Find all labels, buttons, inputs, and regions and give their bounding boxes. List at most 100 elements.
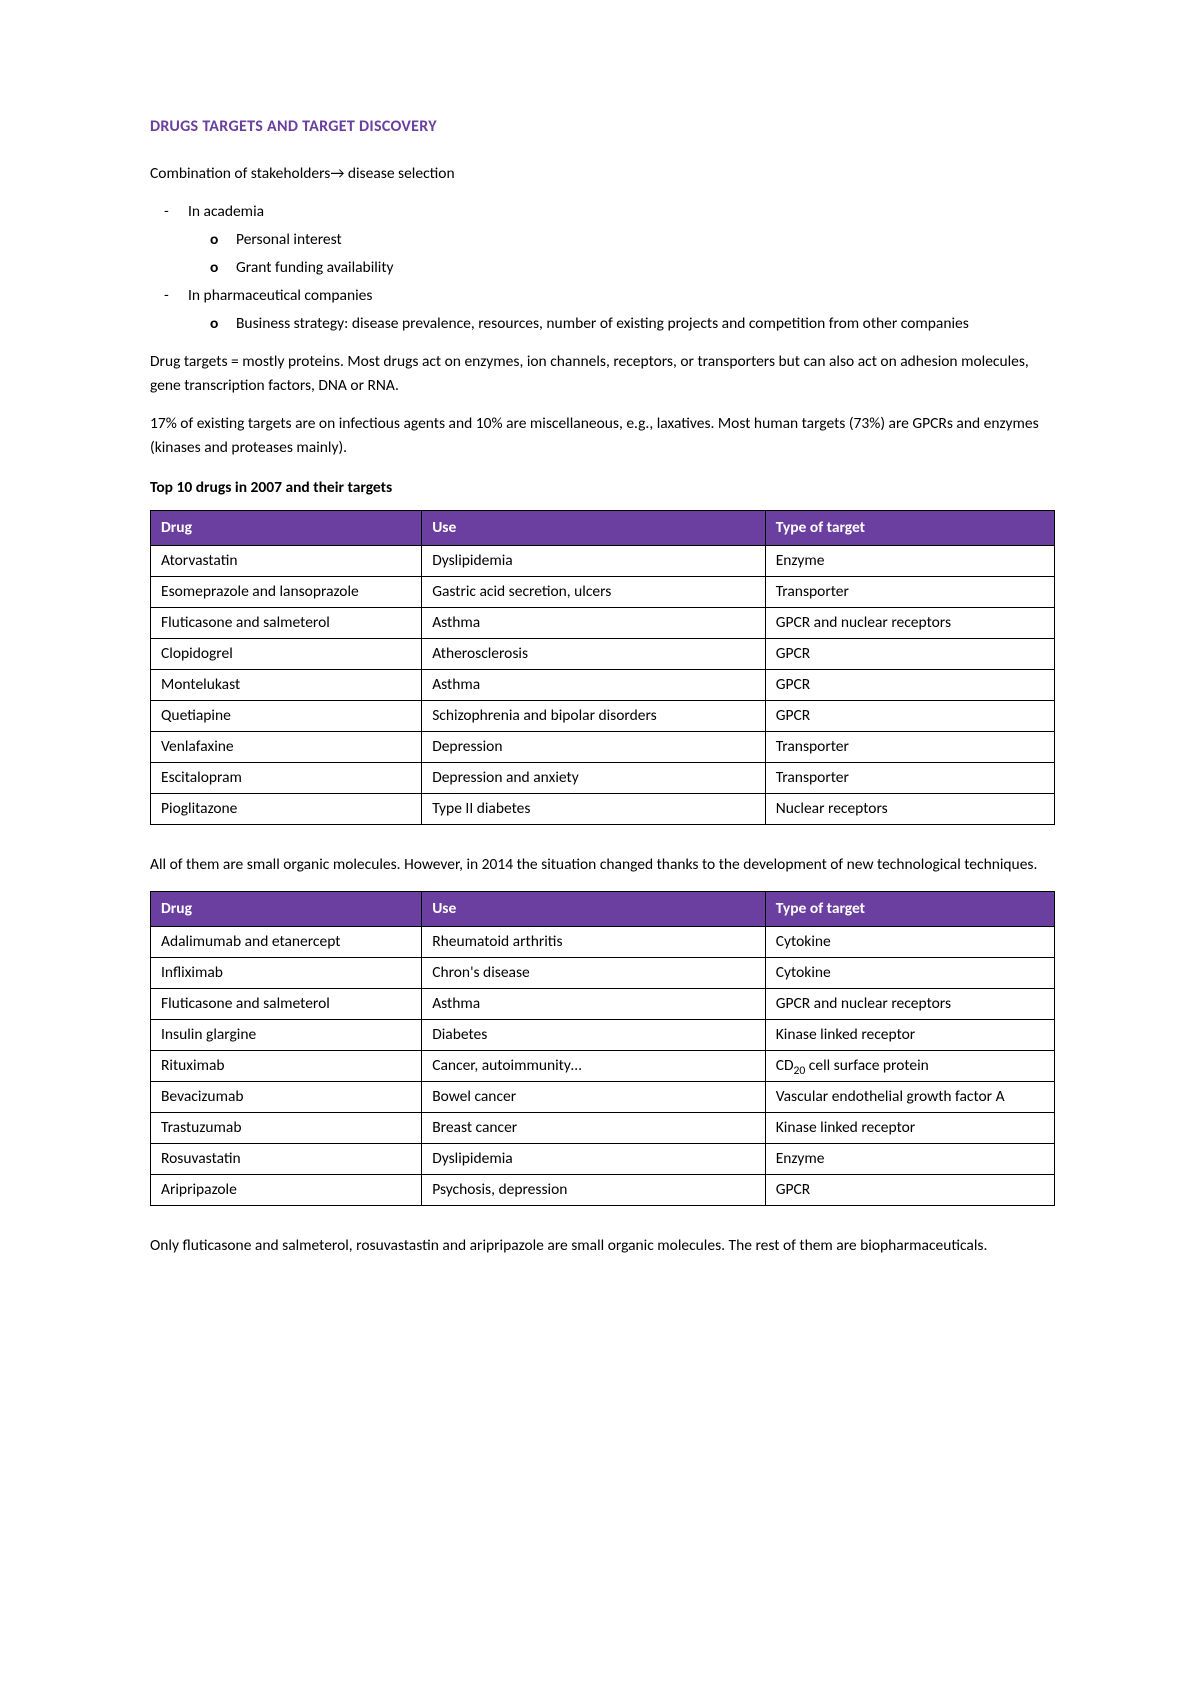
cell-use: Breast cancer bbox=[422, 1113, 766, 1144]
table-row: VenlafaxineDepressionTransporter bbox=[151, 732, 1055, 763]
table-row: MontelukastAsthmaGPCR bbox=[151, 670, 1055, 701]
cell-use: Depression bbox=[422, 732, 766, 763]
cell-target: Transporter bbox=[765, 732, 1054, 763]
cell-drug: Esomeprazole and lansoprazole bbox=[151, 577, 422, 608]
col-use: Use bbox=[422, 510, 766, 545]
cell-target: CD20 cell surface protein bbox=[765, 1051, 1054, 1082]
cell-target: Transporter bbox=[765, 763, 1054, 794]
table-row: Fluticasone and salmeterolAsthmaGPCR and… bbox=[151, 989, 1055, 1020]
table-row: Fluticasone and salmeterolAsthmaGPCR and… bbox=[151, 608, 1055, 639]
cell-use: Rheumatoid arthritis bbox=[422, 927, 766, 958]
cell-drug: Insulin glargine bbox=[151, 1020, 422, 1051]
cell-drug: Fluticasone and salmeterol bbox=[151, 608, 422, 639]
cell-target: Kinase linked receptor bbox=[765, 1020, 1054, 1051]
paragraph: All of them are small organic molecules.… bbox=[150, 853, 1055, 877]
list-item: In academia Personal interest Grant fund… bbox=[184, 200, 1055, 280]
cell-drug: Infliximab bbox=[151, 958, 422, 989]
table-row: BevacizumabBowel cancerVascular endothel… bbox=[151, 1082, 1055, 1113]
intro-line: Combination of stakeholders→ disease sel… bbox=[150, 162, 1055, 186]
cell-use: Chron's disease bbox=[422, 958, 766, 989]
sub-list: Personal interest Grant funding availabi… bbox=[188, 228, 1055, 280]
cell-target: GPCR and nuclear receptors bbox=[765, 608, 1054, 639]
cell-drug: Montelukast bbox=[151, 670, 422, 701]
table-row: QuetiapineSchizophrenia and bipolar diso… bbox=[151, 701, 1055, 732]
cell-use: Asthma bbox=[422, 608, 766, 639]
cell-use: Atherosclerosis bbox=[422, 639, 766, 670]
cell-use: Dyslipidemia bbox=[422, 1144, 766, 1175]
cell-use: Diabetes bbox=[422, 1020, 766, 1051]
table-row: AripripazolePsychosis, depressionGPCR bbox=[151, 1175, 1055, 1206]
cell-target: Transporter bbox=[765, 577, 1054, 608]
cell-drug: Trastuzumab bbox=[151, 1113, 422, 1144]
table-row: PioglitazoneType II diabetesNuclear rece… bbox=[151, 794, 1055, 825]
cell-use: Psychosis, depression bbox=[422, 1175, 766, 1206]
col-drug: Drug bbox=[151, 892, 422, 927]
cell-target: Nuclear receptors bbox=[765, 794, 1054, 825]
cell-drug: Rituximab bbox=[151, 1051, 422, 1082]
col-target: Type of target bbox=[765, 510, 1054, 545]
cell-target: Cytokine bbox=[765, 927, 1054, 958]
cell-use: Gastric acid secretion, ulcers bbox=[422, 577, 766, 608]
table-header-row: Drug Use Type of target bbox=[151, 510, 1055, 545]
cell-use: Asthma bbox=[422, 670, 766, 701]
list-item-label: In academia bbox=[188, 202, 264, 221]
table-row: ClopidogrelAtherosclerosisGPCR bbox=[151, 639, 1055, 670]
cell-use: Dyslipidemia bbox=[422, 545, 766, 576]
cell-target: Kinase linked receptor bbox=[765, 1113, 1054, 1144]
col-drug: Drug bbox=[151, 510, 422, 545]
stakeholder-list: In academia Personal interest Grant fund… bbox=[150, 200, 1055, 336]
cell-use: Bowel cancer bbox=[422, 1082, 766, 1113]
table-row: RituximabCancer, autoimmunity…CD20 cell … bbox=[151, 1051, 1055, 1082]
sub-list: Business strategy: disease prevalence, r… bbox=[188, 312, 1055, 336]
cell-target: GPCR and nuclear receptors bbox=[765, 989, 1054, 1020]
cell-target: Vascular endothelial growth factor A bbox=[765, 1082, 1054, 1113]
table-row: RosuvastatinDyslipidemiaEnzyme bbox=[151, 1144, 1055, 1175]
cell-drug: Adalimumab and etanercept bbox=[151, 927, 422, 958]
cell-drug: Venlafaxine bbox=[151, 732, 422, 763]
list-item: Business strategy: disease prevalence, r… bbox=[232, 312, 1055, 336]
table-row: Adalimumab and etanerceptRheumatoid arth… bbox=[151, 927, 1055, 958]
cell-drug: Bevacizumab bbox=[151, 1082, 422, 1113]
col-target: Type of target bbox=[765, 892, 1054, 927]
table-header-row: Drug Use Type of target bbox=[151, 892, 1055, 927]
col-use: Use bbox=[422, 892, 766, 927]
cell-drug: Escitalopram bbox=[151, 763, 422, 794]
cell-drug: Aripripazole bbox=[151, 1175, 422, 1206]
table-row: AtorvastatinDyslipidemiaEnzyme bbox=[151, 545, 1055, 576]
drugs-2007-table: Drug Use Type of target AtorvastatinDysl… bbox=[150, 510, 1055, 825]
table-row: Insulin glargineDiabetesKinase linked re… bbox=[151, 1020, 1055, 1051]
table-subheading: Top 10 drugs in 2007 and their targets bbox=[150, 476, 1055, 500]
cell-drug: Clopidogrel bbox=[151, 639, 422, 670]
cell-target: GPCR bbox=[765, 701, 1054, 732]
cell-use: Type II diabetes bbox=[422, 794, 766, 825]
cell-target: GPCR bbox=[765, 639, 1054, 670]
paragraph: Drug targets = mostly proteins. Most dru… bbox=[150, 350, 1055, 398]
table-row: TrastuzumabBreast cancerKinase linked re… bbox=[151, 1113, 1055, 1144]
cell-use: Depression and anxiety bbox=[422, 763, 766, 794]
list-item-label: In pharmaceutical companies bbox=[188, 286, 372, 305]
list-item: In pharmaceutical companies Business str… bbox=[184, 284, 1055, 336]
section-title: DRUGS TARGETS AND TARGET DISCOVERY bbox=[150, 115, 1055, 140]
table-row: InfliximabChron's diseaseCytokine bbox=[151, 958, 1055, 989]
cell-drug: Atorvastatin bbox=[151, 545, 422, 576]
cell-drug: Quetiapine bbox=[151, 701, 422, 732]
cell-target: Cytokine bbox=[765, 958, 1054, 989]
cell-target: Enzyme bbox=[765, 545, 1054, 576]
list-item: Grant funding availability bbox=[232, 256, 1055, 280]
cell-use: Asthma bbox=[422, 989, 766, 1020]
cell-target: Enzyme bbox=[765, 1144, 1054, 1175]
cell-drug: Rosuvastatin bbox=[151, 1144, 422, 1175]
table-row: Esomeprazole and lansoprazoleGastric aci… bbox=[151, 577, 1055, 608]
paragraph: Only fluticasone and salmeterol, rosuvas… bbox=[150, 1234, 1055, 1258]
cell-drug: Fluticasone and salmeterol bbox=[151, 989, 422, 1020]
document-page: DRUGS TARGETS AND TARGET DISCOVERY Combi… bbox=[0, 0, 1200, 1392]
cell-target: GPCR bbox=[765, 670, 1054, 701]
cell-drug: Pioglitazone bbox=[151, 794, 422, 825]
cell-use: Cancer, autoimmunity… bbox=[422, 1051, 766, 1082]
list-item: Personal interest bbox=[232, 228, 1055, 252]
paragraph: 17% of existing targets are on infectiou… bbox=[150, 412, 1055, 460]
drugs-2014-table: Drug Use Type of target Adalimumab and e… bbox=[150, 891, 1055, 1206]
cell-use: Schizophrenia and bipolar disorders bbox=[422, 701, 766, 732]
table-row: EscitalopramDepression and anxietyTransp… bbox=[151, 763, 1055, 794]
cell-target: GPCR bbox=[765, 1175, 1054, 1206]
